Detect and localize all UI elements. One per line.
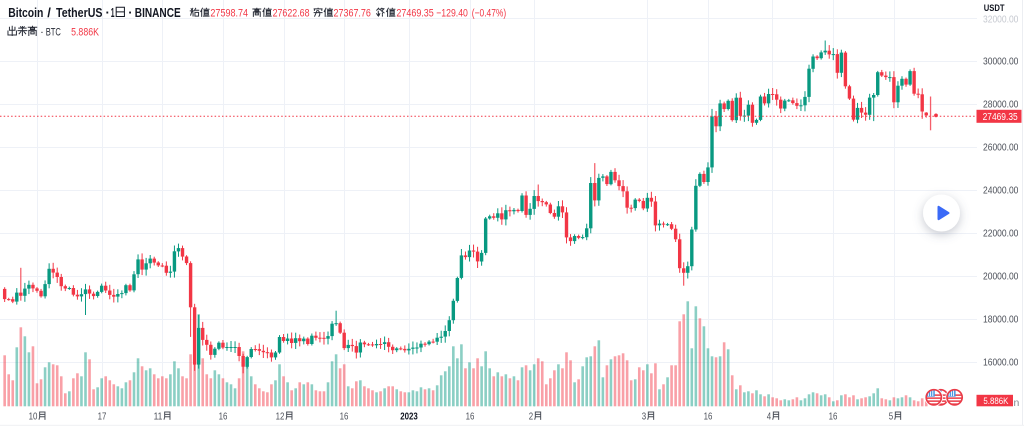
svg-text:18000.00: 18000.00: [983, 314, 1019, 325]
svg-text:2023: 2023: [400, 410, 418, 422]
svg-text:5.886K: 5.886K: [71, 26, 100, 38]
svg-text:5: 5: [889, 410, 894, 422]
svg-text:BTC: BTC: [46, 26, 61, 38]
svg-text:24000.00: 24000.00: [983, 185, 1019, 196]
svg-text:30000.00: 30000.00: [983, 56, 1019, 67]
svg-text:17: 17: [98, 410, 107, 422]
svg-text:32000.00: 32000.00: [983, 14, 1019, 25]
svg-text:28000.00: 28000.00: [983, 99, 1019, 110]
svg-text:16: 16: [219, 410, 228, 422]
svg-text:16: 16: [466, 410, 475, 422]
svg-text:BINANCE: BINANCE: [135, 5, 181, 20]
svg-text:26000.00: 26000.00: [983, 142, 1019, 153]
svg-text:3: 3: [642, 410, 647, 422]
svg-text:·: ·: [106, 5, 110, 20]
svg-text:5.886K: 5.886K: [983, 396, 1009, 407]
svg-text:4: 4: [767, 410, 772, 422]
svg-text:27469.35: 27469.35: [983, 112, 1018, 123]
svg-text:16: 16: [829, 410, 838, 422]
svg-text:16: 16: [340, 410, 349, 422]
svg-text:16000.00: 16000.00: [983, 357, 1019, 368]
svg-text:27598.74: 27598.74: [210, 8, 248, 20]
svg-text:10: 10: [29, 410, 38, 422]
svg-text:·: ·: [40, 26, 44, 38]
svg-text:USDT: USDT: [984, 3, 1005, 14]
svg-text:2: 2: [529, 410, 534, 422]
svg-text:27367.76: 27367.76: [334, 8, 371, 20]
svg-text:11: 11: [154, 410, 163, 422]
svg-text:22000.00: 22000.00: [983, 228, 1019, 239]
svg-text:(−0.47%): (−0.47%): [472, 8, 506, 20]
svg-text:·: ·: [128, 5, 132, 20]
svg-text:−129.40: −129.40: [436, 8, 468, 20]
svg-text:1: 1: [111, 5, 115, 20]
svg-text:27469.35: 27469.35: [396, 8, 433, 20]
svg-text:Bitcoin: Bitcoin: [8, 5, 43, 20]
svg-text:20000.00: 20000.00: [983, 271, 1019, 282]
svg-text:n: n: [1014, 397, 1020, 409]
svg-text:TetherUS: TetherUS: [56, 5, 103, 20]
svg-text:27622.68: 27622.68: [273, 8, 310, 20]
svg-text:12: 12: [276, 410, 285, 422]
svg-text:16: 16: [704, 410, 713, 422]
svg-text:/: /: [47, 5, 51, 20]
